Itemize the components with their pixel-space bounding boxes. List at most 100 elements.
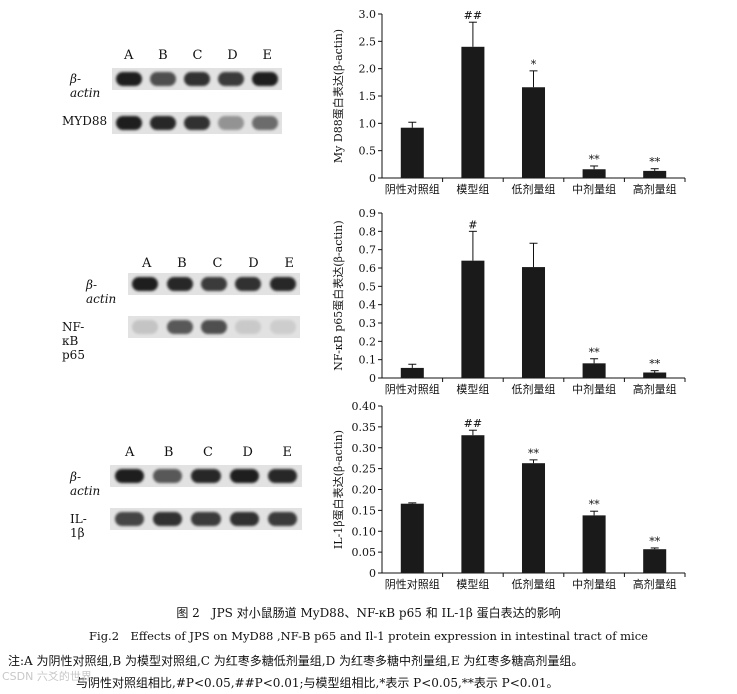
bar — [521, 463, 546, 573]
protein-band — [218, 116, 244, 130]
protein-band — [166, 277, 193, 291]
band-strip — [112, 112, 282, 134]
figure-caption-cn: 图 2 JPS 对小鼠肠道 MyD88、NF-κB p65 和 IL-1β 蛋白… — [176, 606, 561, 620]
protein-band — [191, 512, 221, 526]
band-label: β-actin — [70, 470, 101, 498]
x-category-label: 高剂量组 — [633, 382, 677, 396]
band-strip — [110, 508, 302, 530]
bar — [400, 367, 424, 378]
y-axis-label: IL-1β蛋白表达(β-actin) — [331, 430, 345, 549]
y-tick-label: 0.1 — [359, 354, 377, 367]
y-tick-label: 0.3 — [359, 317, 377, 330]
protein-band — [166, 320, 193, 334]
lane-label: E — [282, 445, 292, 460]
protein-band — [114, 512, 144, 526]
band-strip — [110, 465, 302, 487]
y-tick-label: 0.10 — [352, 525, 377, 538]
x-category-label: 高剂量组 — [633, 182, 677, 196]
y-tick-label: 2.5 — [359, 35, 377, 48]
band-strip — [112, 68, 282, 90]
y-tick-label: 0.05 — [352, 546, 377, 559]
protein-band — [184, 116, 210, 130]
lane-label: D — [242, 445, 253, 460]
bar — [582, 169, 606, 178]
y-axis-label: NF-κB p65蛋白表达(β-actin) — [331, 220, 345, 370]
protein-band — [229, 512, 259, 526]
significance-mark: ** — [649, 535, 661, 548]
y-tick-label: 0.30 — [352, 442, 377, 455]
y-tick-label: 1.5 — [359, 90, 377, 103]
protein-band — [218, 72, 244, 86]
x-category-label: 低剂量组 — [512, 577, 556, 591]
significance-mark: # — [468, 218, 477, 231]
y-tick-label: 0.15 — [352, 504, 377, 517]
band-label: IL-1β — [70, 512, 87, 540]
figure-note: 注:A 为阴性对照组,B 为模型对照组,C 为红枣多糖低剂量组,D 为红枣多糖中… — [8, 654, 584, 668]
y-tick-label: 0.5 — [359, 145, 377, 158]
bar — [643, 372, 667, 378]
lane-labels: A B C D E — [125, 445, 292, 460]
bar — [521, 267, 546, 378]
protein-band — [132, 320, 159, 334]
bar — [400, 503, 424, 573]
y-tick-label: 0 — [369, 567, 376, 580]
band-strip — [128, 316, 300, 338]
bar — [461, 260, 485, 378]
lane-label: B — [177, 256, 187, 271]
protein-band — [200, 320, 228, 334]
lane-label: A — [125, 445, 135, 460]
protein-band — [252, 72, 278, 86]
y-tick-label: 0.9 — [359, 207, 377, 220]
significance-mark: ** — [589, 498, 601, 511]
x-category-label: 模型组 — [456, 182, 489, 196]
protein-band — [269, 277, 296, 291]
y-tick-label: 0.4 — [359, 299, 377, 312]
y-tick-label: 0.8 — [359, 225, 377, 238]
protein-band — [132, 277, 159, 291]
protein-band — [116, 116, 142, 130]
significance-mark: ** — [649, 156, 661, 169]
bar — [582, 363, 606, 378]
y-tick-label: 0.25 — [352, 463, 377, 476]
protein-band — [235, 320, 262, 334]
x-category-label: 中剂量组 — [572, 577, 616, 591]
lane-labels: A B C D E — [124, 48, 272, 63]
lane-label: B — [158, 48, 168, 63]
y-tick-label: 0.35 — [352, 421, 377, 434]
y-tick-label: 0.2 — [359, 335, 377, 348]
figure-caption-en: Fig.2 Effects of JPS on MyD88 ,NF-B p65 … — [89, 629, 648, 643]
y-tick-label: 0.20 — [352, 484, 377, 497]
y-tick-label: 0.7 — [359, 244, 377, 257]
bar — [461, 46, 485, 178]
band-strip — [128, 273, 300, 295]
lane-label: C — [203, 445, 213, 460]
x-category-label: 中剂量组 — [572, 382, 616, 396]
protein-band — [252, 116, 278, 130]
figure-note-significance: 与阴性对照组相比,#P<0.05,##P<0.01;与模型组相比,*表示 P<0… — [76, 676, 559, 690]
protein-band — [150, 116, 176, 130]
lane-label: D — [227, 48, 238, 63]
significance-mark: ## — [464, 9, 482, 22]
significance-mark: ** — [528, 447, 540, 460]
lane-label: C — [192, 48, 203, 63]
protein-band — [191, 469, 221, 483]
watermark: CSDN 六爻的世界 — [2, 670, 92, 683]
bar — [461, 435, 485, 573]
y-tick-label: 1.0 — [359, 117, 377, 130]
band-label: MYD88 — [62, 114, 108, 128]
band-label: NF-κB p65 — [62, 320, 85, 362]
protein-band — [116, 72, 142, 86]
lane-label: A — [124, 48, 134, 63]
y-tick-label: 0.40 — [352, 400, 377, 413]
bar — [582, 515, 606, 573]
y-tick-label: 0 — [369, 172, 376, 185]
x-category-label: 阴性对照组 — [385, 382, 440, 396]
x-category-label: 低剂量组 — [512, 182, 556, 196]
lane-labels: A B C D E — [142, 256, 294, 271]
protein-band — [153, 512, 183, 526]
protein-band — [229, 469, 259, 483]
y-tick-label: 2.0 — [359, 63, 377, 76]
lane-label: B — [163, 445, 174, 460]
x-category-label: 模型组 — [456, 382, 489, 396]
lane-label: A — [142, 256, 152, 271]
